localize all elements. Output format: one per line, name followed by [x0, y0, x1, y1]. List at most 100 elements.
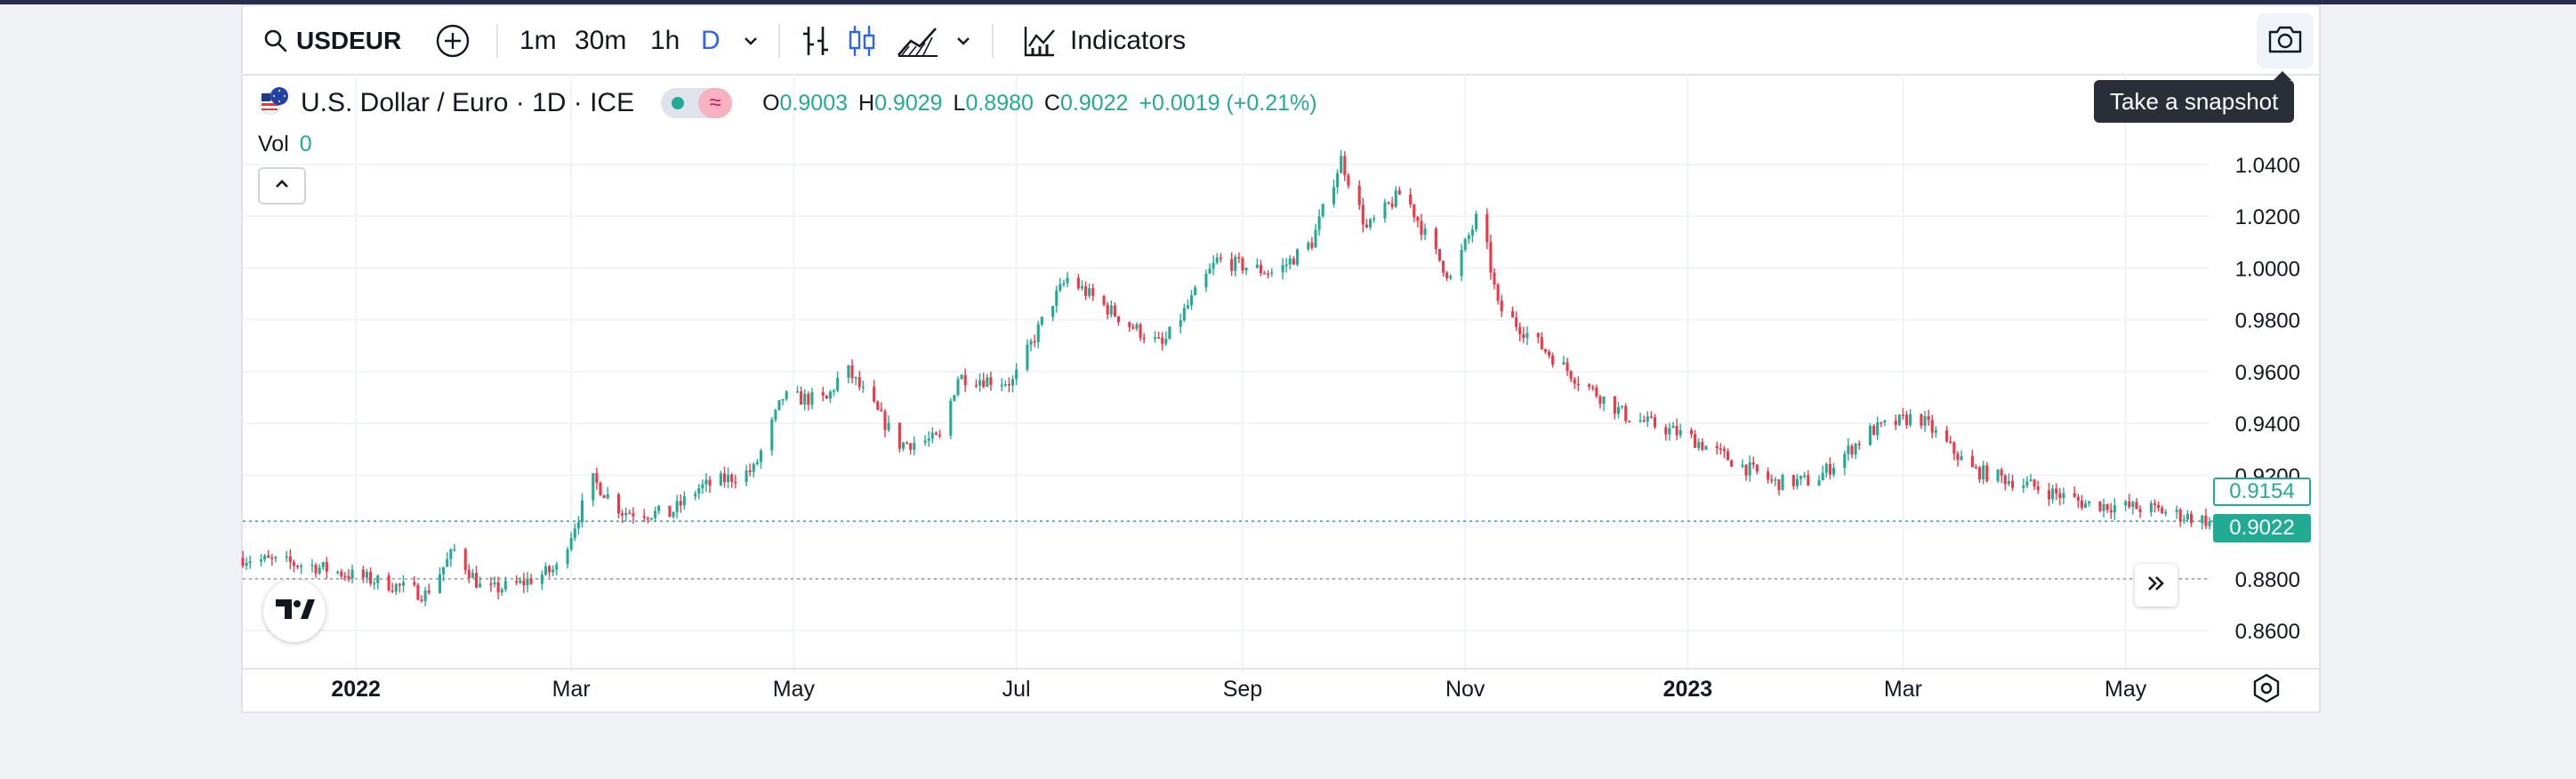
candle-body	[1489, 242, 1493, 273]
candle-body	[1566, 362, 1569, 372]
chart-settings-button[interactable]	[2250, 672, 2282, 704]
candle-body	[1003, 383, 1007, 386]
snapshot-button[interactable]	[2257, 13, 2314, 68]
candle-body	[427, 590, 431, 593]
candle-body	[1420, 221, 1423, 236]
candle-body	[2109, 510, 2113, 513]
candle-body	[938, 434, 942, 437]
candle-body	[2003, 475, 2007, 485]
candle-body	[2157, 504, 2161, 509]
bar-style-button[interactable]	[800, 6, 832, 76]
candle-body	[2131, 502, 2135, 508]
candle-body	[1036, 324, 1040, 342]
candle-body	[1230, 259, 1234, 271]
candle-body	[934, 432, 938, 435]
candle-body	[1510, 310, 1515, 317]
candle-body	[1781, 475, 1784, 491]
tradingview-logo[interactable]	[263, 580, 326, 642]
candle-body	[989, 377, 993, 385]
candle-body	[1894, 420, 1897, 425]
compare-symbol-button[interactable]	[435, 6, 471, 76]
candle-body	[2208, 521, 2211, 526]
candle-body	[2051, 488, 2055, 500]
candle-body	[1767, 471, 1770, 480]
interval-1h[interactable]: 1h	[650, 6, 680, 76]
candle-body	[1496, 284, 1500, 301]
candle-body	[745, 470, 748, 483]
candle-body	[438, 574, 442, 593]
indicators-label: Indicators	[1070, 26, 1187, 55]
candle-body	[1821, 472, 1824, 481]
interval-dropdown[interactable]	[741, 6, 761, 76]
double-chevron-right-icon	[2145, 574, 2168, 598]
candle-body	[2029, 479, 2033, 482]
candle-body	[1397, 190, 1401, 195]
candle-body	[1949, 441, 1952, 443]
candle-body	[857, 377, 861, 388]
candle-body	[595, 473, 599, 483]
candle-body	[2105, 503, 2109, 510]
candle-body	[1675, 426, 1678, 436]
candle-body	[1336, 173, 1340, 188]
candle-body	[2164, 511, 2168, 514]
candle-body	[1952, 442, 1956, 454]
low-value: 0.8980	[965, 90, 1034, 116]
candle-body	[1390, 203, 1394, 207]
interval-label: 1m	[519, 26, 557, 55]
indicators-icon	[1022, 23, 1058, 59]
candle-style-button[interactable]	[846, 6, 878, 76]
market-status-badge[interactable]: ≈	[661, 88, 733, 118]
candle-body	[621, 513, 624, 516]
scroll-to-realtime-button[interactable]	[2135, 564, 2178, 606]
candle-body	[390, 590, 394, 592]
candle-body	[1649, 416, 1653, 418]
candle-body	[566, 549, 569, 565]
candle-body	[2178, 510, 2182, 521]
interval-d[interactable]: D	[701, 6, 720, 76]
candle-body	[1182, 308, 1186, 321]
candle-body	[923, 440, 927, 443]
candle-body	[927, 438, 930, 441]
interval-30m[interactable]: 30m	[575, 6, 626, 76]
candle-body	[1536, 333, 1540, 338]
candle-body	[1868, 425, 1872, 446]
candle-body	[727, 474, 730, 483]
candle-body	[2007, 481, 2010, 485]
candle-body	[267, 555, 270, 558]
symbol-search-button[interactable]: USDEUR	[262, 6, 401, 76]
top-toolbar: USDEUR 1m 30m 1h D	[243, 6, 2319, 76]
interval-1m[interactable]: 1m	[519, 6, 557, 76]
candle-body	[1135, 324, 1139, 329]
chart-style-dropdown[interactable]	[954, 6, 973, 76]
candle-body	[503, 581, 507, 590]
candle-body	[1288, 258, 1292, 265]
candle-body	[474, 573, 479, 588]
top-border	[0, 0, 2576, 4]
time-axis-label: Sep	[1223, 677, 1262, 702]
candle-body	[1007, 383, 1010, 386]
area-style-button[interactable]	[897, 6, 939, 76]
candle-body	[1368, 219, 1373, 228]
price-axis-label: 1.0200	[2235, 205, 2300, 229]
candle-body	[1970, 455, 1974, 468]
candle-body	[2083, 502, 2088, 509]
camera-icon	[2266, 23, 2304, 60]
collapse-legend-button[interactable]	[258, 167, 306, 205]
candle-body	[2022, 486, 2025, 488]
indicators-button[interactable]: Indicators	[1022, 6, 1186, 76]
candle-body	[1212, 262, 1215, 269]
candle-body	[1310, 242, 1314, 248]
candle-body	[463, 549, 467, 571]
candle-body	[1463, 238, 1467, 250]
candle-body	[1467, 235, 1470, 239]
candle-body	[1730, 460, 1734, 467]
candle-body	[347, 575, 350, 579]
candle-body	[672, 511, 675, 518]
candle-body	[694, 494, 697, 497]
candle-body	[887, 422, 890, 430]
candle-body	[2098, 501, 2102, 511]
candle-body	[1189, 295, 1194, 306]
candle-body	[1194, 287, 1197, 296]
candle-body	[1741, 464, 1744, 467]
